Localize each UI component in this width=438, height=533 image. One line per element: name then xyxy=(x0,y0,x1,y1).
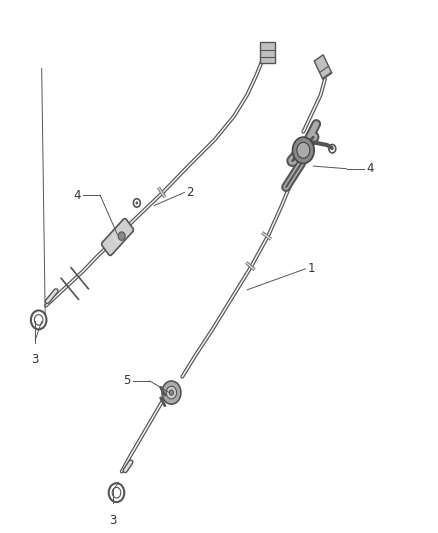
Text: 4: 4 xyxy=(366,162,374,175)
Circle shape xyxy=(118,232,125,240)
Text: 2: 2 xyxy=(187,186,194,199)
FancyBboxPatch shape xyxy=(102,219,134,255)
Circle shape xyxy=(297,142,310,158)
Circle shape xyxy=(293,137,314,164)
Text: 4: 4 xyxy=(73,189,81,201)
Circle shape xyxy=(166,386,177,399)
Text: 5: 5 xyxy=(123,375,131,387)
Circle shape xyxy=(162,381,181,404)
Circle shape xyxy=(169,390,173,395)
Text: 1: 1 xyxy=(307,262,315,275)
Text: 3: 3 xyxy=(110,514,117,527)
Text: 3: 3 xyxy=(32,353,39,366)
Polygon shape xyxy=(314,55,332,79)
Circle shape xyxy=(331,147,334,150)
Circle shape xyxy=(135,201,138,205)
Polygon shape xyxy=(260,42,275,63)
